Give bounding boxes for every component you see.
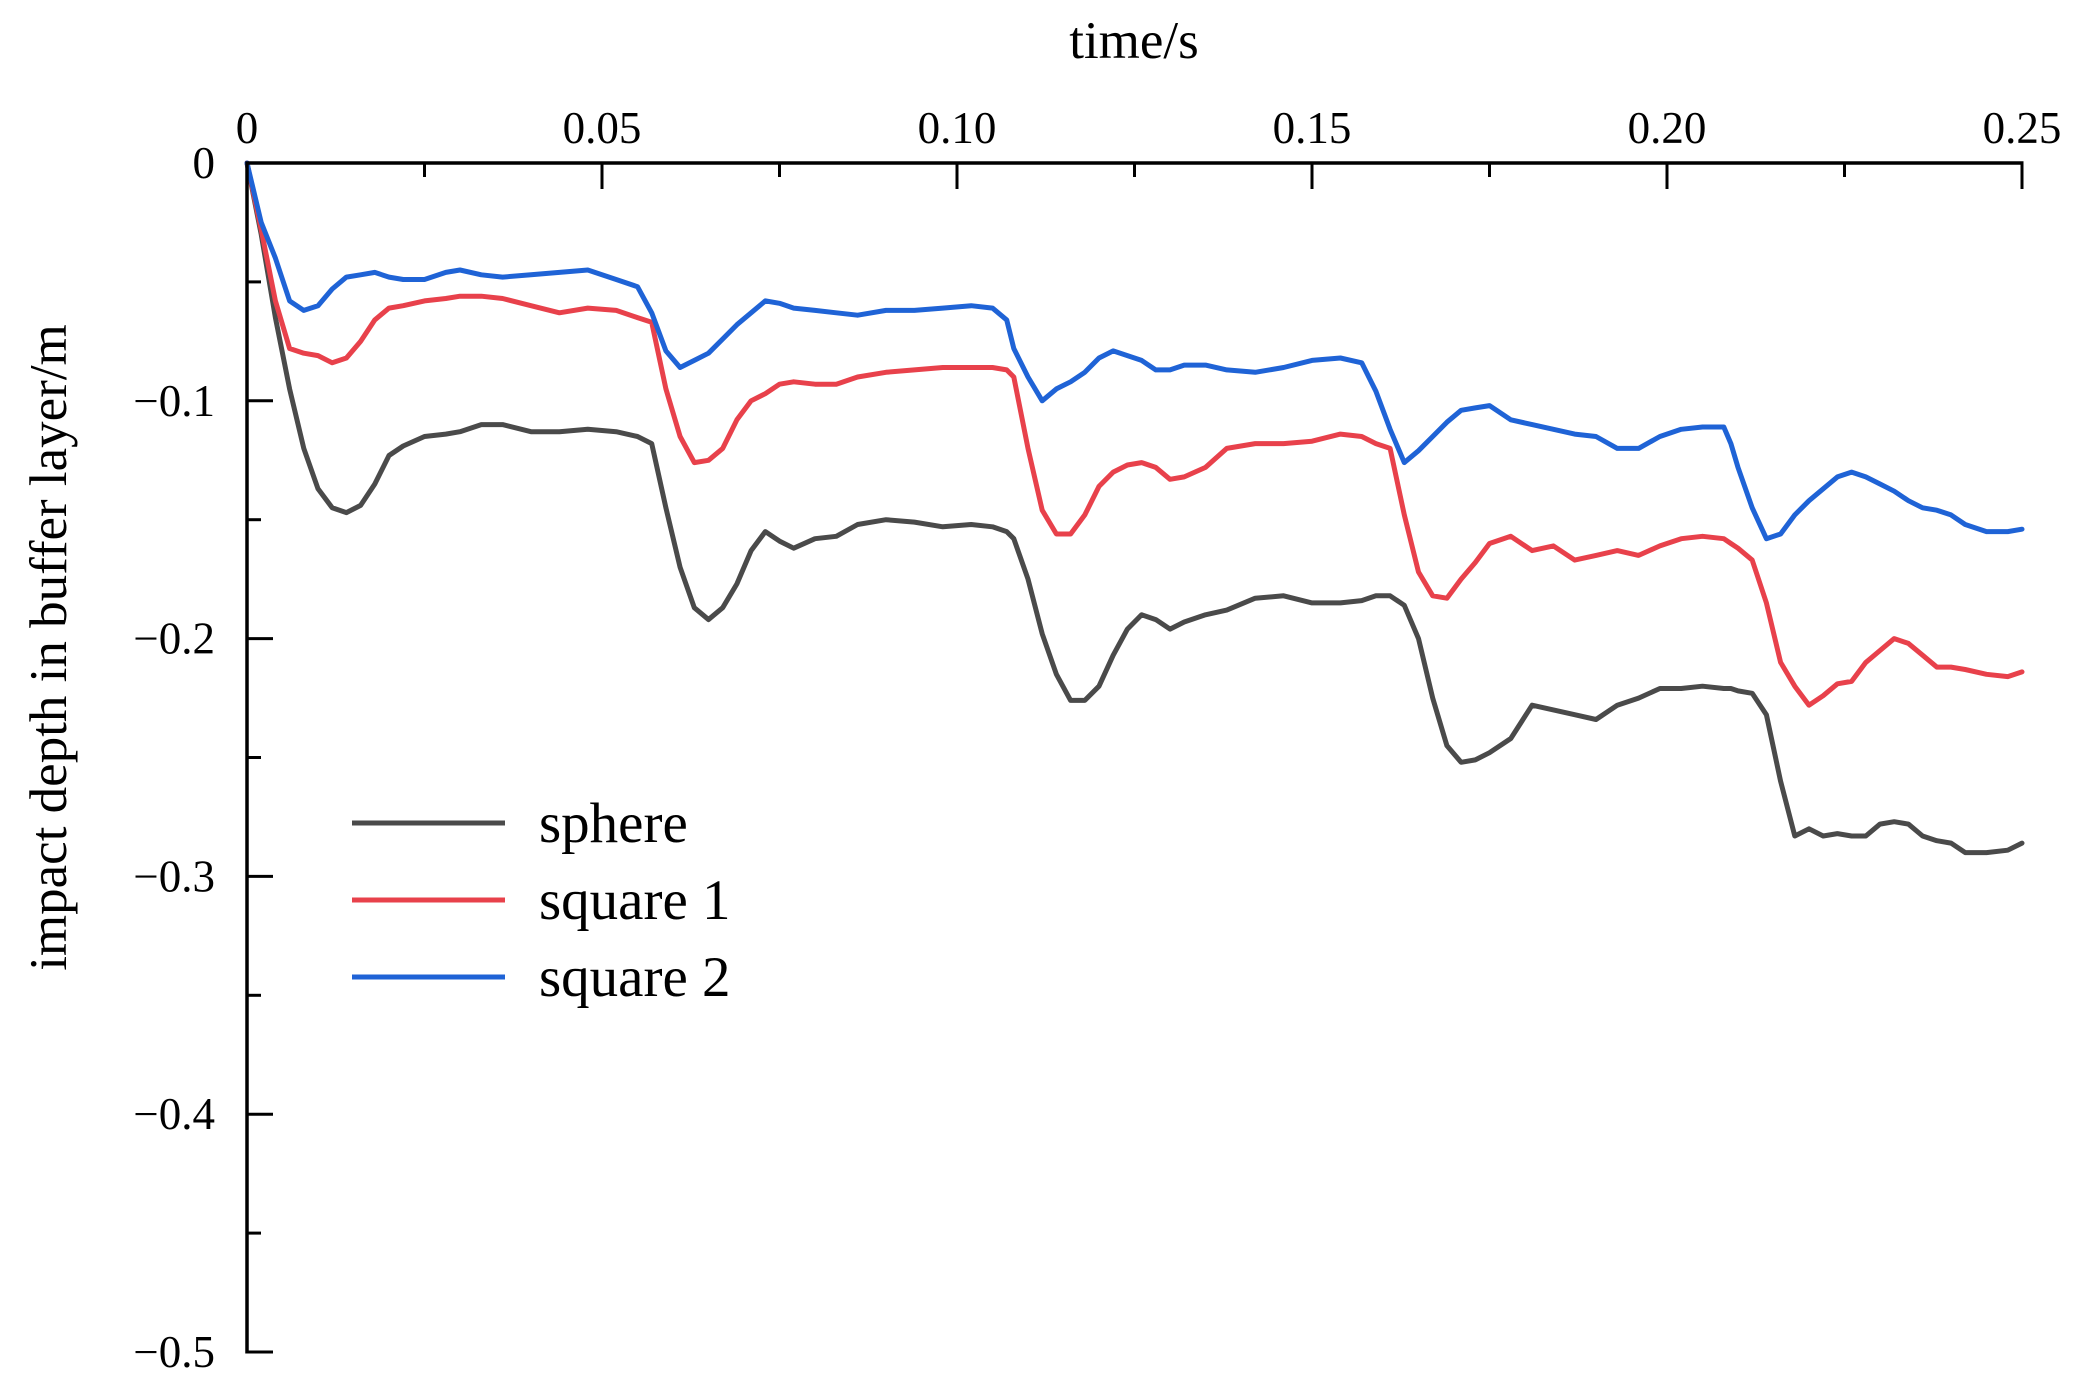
x-tick-label: 0.15 bbox=[1273, 103, 1352, 153]
series-line-sphere bbox=[244, 160, 2025, 856]
legend-label: sphere bbox=[539, 792, 688, 855]
tick-labels: 0 0.05 0.10 0.15 0.20 0.25 0 −0.1 −0.2 −0.3 −0.4 −0… bbox=[133, 103, 2061, 1377]
y-tick-label: 0 bbox=[193, 138, 216, 188]
x-tick-label: 0.05 bbox=[563, 103, 642, 153]
x-tick-label: 0 bbox=[236, 103, 259, 153]
legend-label: square 2 bbox=[539, 946, 731, 1009]
y-tick-label: −0.2 bbox=[133, 614, 215, 664]
y-tick-label: −0.4 bbox=[133, 1089, 215, 1139]
series-lines bbox=[244, 160, 2025, 856]
y-tick-label: −0.1 bbox=[133, 376, 215, 426]
axes bbox=[245, 161, 2024, 1354]
x-tick-label: 0.20 bbox=[1628, 103, 1707, 153]
x-tick-label: 0.25 bbox=[1983, 103, 2062, 153]
legend-label: square 1 bbox=[539, 869, 731, 932]
series-line-square-1 bbox=[244, 160, 2025, 708]
y-tick-label: −0.3 bbox=[133, 851, 215, 901]
axis-ticks bbox=[245, 161, 2024, 1354]
x-tick-label: 0.10 bbox=[918, 103, 997, 153]
y-axis-title: impact depth in buffer layer/m bbox=[20, 324, 78, 971]
x-axis-title: time/s bbox=[1069, 12, 1199, 70]
y-tick-label: −0.5 bbox=[133, 1327, 215, 1377]
series-line-square-2 bbox=[244, 160, 2025, 542]
legend: sphere square 1 square 2 bbox=[352, 792, 731, 1009]
